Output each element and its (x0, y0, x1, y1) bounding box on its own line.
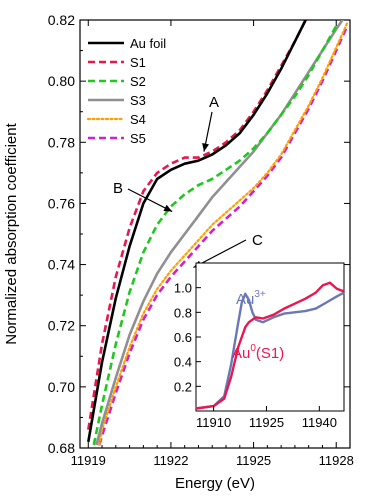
legend-label-s3: S3 (130, 93, 146, 108)
y-tick-label: 0.78 (48, 134, 75, 150)
inset-line-au3 (195, 291, 345, 410)
inset-label-au0-base: Au (232, 345, 250, 362)
main-series-group (87, 20, 349, 446)
inset-label-au0-sup: 0 (250, 343, 256, 354)
inset-x-tick-label: 11925 (249, 415, 284, 430)
inset-label-au3-base: Au (236, 291, 254, 308)
series-line-s2 (92, 25, 338, 446)
inset-series-group (195, 281, 345, 410)
legend: Au foil S1 S2 S3 S4 S5 (86, 36, 166, 146)
annotation-label-a: A (209, 94, 219, 111)
y-tick-label: 0.80 (48, 73, 75, 89)
inset-y-tick-label: 0.2 (174, 379, 192, 394)
inset-label-au3-sup: 3+ (254, 289, 266, 300)
inset-x-tick-label: 11940 (302, 415, 337, 430)
y-tick-label: 0.76 (48, 195, 75, 211)
inset-line-au0-s1 (195, 281, 345, 410)
legend-label-s2: S2 (130, 74, 146, 89)
x-tick-label: 11919 (71, 453, 106, 468)
y-tick-label: 0.68 (48, 440, 75, 456)
x-tick-label: 11928 (319, 453, 354, 468)
annotations: A B C (113, 94, 263, 269)
series-line-s3 (95, 20, 344, 446)
inset-y-tick-label: 0.6 (174, 330, 192, 345)
annotation-arrow-a-head (202, 143, 209, 152)
inset-axis-ticks: 11910 11925 11940 0.2 0.4 0.6 0.8 1.0 (174, 281, 337, 430)
annotation-label-c: C (252, 232, 263, 249)
y-axis-title: Normalized absorption coefficient (3, 122, 20, 344)
legend-label-au-foil: Au foil (130, 36, 166, 51)
annotation-arrow-b-head (163, 204, 173, 212)
x-tick-label: 11922 (153, 453, 188, 468)
y-tick-label: 0.72 (48, 318, 75, 334)
inset-y-tick-label: 0.4 (174, 355, 192, 370)
x-tick-label: 11925 (236, 453, 271, 468)
y-tick-label: 0.70 (48, 379, 75, 395)
legend-label-s5: S5 (130, 131, 146, 146)
series-line-au-foil (87, 20, 308, 443)
x-axis-title: Energy (eV) (175, 475, 255, 492)
series-line-s4 (98, 22, 349, 446)
annotation-arrow-b (127, 188, 173, 213)
series-line-s5 (98, 25, 349, 446)
annotation-label-b: B (113, 180, 123, 197)
legend-label-s4: S4 (130, 112, 146, 127)
y-tick-label: 0.82 (48, 12, 75, 28)
inset-label-au0: Au0(S1) (232, 343, 284, 362)
inset-label-au3: Au3+ (236, 289, 266, 308)
inset-y-tick-label: 1.0 (174, 281, 192, 296)
inset-y-tick-label: 0.8 (174, 305, 192, 320)
series-line-s1 (87, 20, 308, 430)
main-axis-ticks: 11919 11922 11925 11928 0.68 0.70 0.72 0.74 0.76… (48, 12, 354, 468)
inset-x-tick-label: 11910 (196, 415, 231, 430)
y-tick-label: 0.74 (48, 257, 75, 273)
legend-label-s1: S1 (130, 55, 146, 70)
inset-label-au0-suffix: (S1) (256, 345, 284, 362)
